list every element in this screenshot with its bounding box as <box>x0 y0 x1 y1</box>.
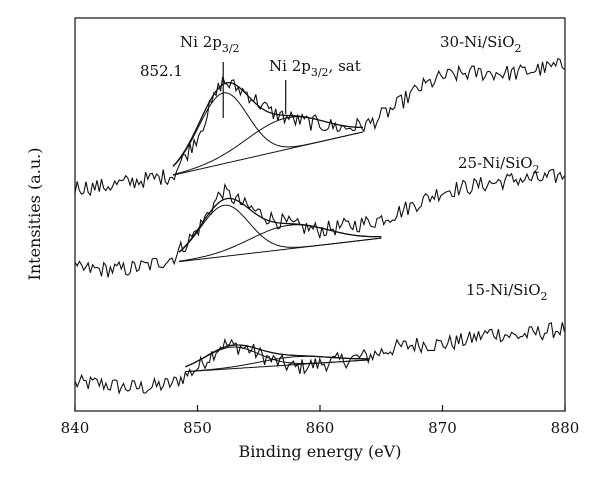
peak-label: Ni 2p3/2 <box>180 33 240 55</box>
series-label-25-sub: 2 <box>533 163 540 176</box>
fit-peak-0-0 <box>185 346 370 368</box>
spectrum-line-0 <box>74 321 566 395</box>
x-axis-title: Binding energy (eV) <box>239 442 402 461</box>
sat-label-sub: 3/2 <box>311 66 329 79</box>
sat-label-suffix: , sat <box>329 57 361 75</box>
fit-peak-2-0 <box>172 92 363 167</box>
x-tick-label: 870 <box>428 419 457 437</box>
x-tick-label: 840 <box>61 419 90 437</box>
series-label-25-main: 25-Ni/SiO <box>458 154 533 172</box>
sat-label-main: Ni 2p <box>269 57 311 75</box>
fit-envelope-2 <box>172 81 363 167</box>
peak-value-label: 852.1 <box>140 62 183 80</box>
series-label-30-main: 30-Ni/SiO <box>440 33 515 51</box>
fit-peak-1-1 <box>179 224 382 262</box>
x-tick-label: 850 <box>183 419 212 437</box>
series-label-30-sub: 2 <box>515 42 522 55</box>
peak-markers-group <box>222 62 287 118</box>
fit-envelope-0 <box>185 344 370 368</box>
series-label-15: 15-Ni/SiO2 <box>466 281 548 303</box>
fit-peak-1-0 <box>178 204 382 253</box>
series-label-30: 30-Ni/SiO2 <box>440 33 522 55</box>
sat-label: Ni 2p3/2, sat <box>269 57 361 79</box>
peak-label-main: Ni 2p <box>180 33 222 51</box>
series-label-25: 25-Ni/SiO2 <box>458 154 540 176</box>
fit-envelope-1 <box>178 197 382 253</box>
y-axis-title: Intensities (a.u.) <box>25 148 44 281</box>
peak-label-sub: 3/2 <box>222 42 240 55</box>
spectra-group <box>74 57 566 395</box>
x-tick-label: 880 <box>551 419 580 437</box>
spectrum-line-2 <box>74 57 565 197</box>
series-label-15-main: 15-Ni/SiO <box>466 281 541 299</box>
fit-curves-group <box>172 81 382 373</box>
x-tick-label: 860 <box>306 419 335 437</box>
spectrum-line-1 <box>74 168 565 278</box>
x-axis-ticks: 840 850 860 870 880 <box>61 405 580 437</box>
series-label-15-sub: 2 <box>541 290 548 303</box>
